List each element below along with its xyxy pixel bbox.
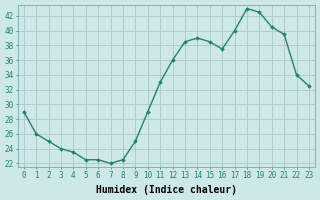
X-axis label: Humidex (Indice chaleur): Humidex (Indice chaleur) bbox=[96, 185, 237, 195]
